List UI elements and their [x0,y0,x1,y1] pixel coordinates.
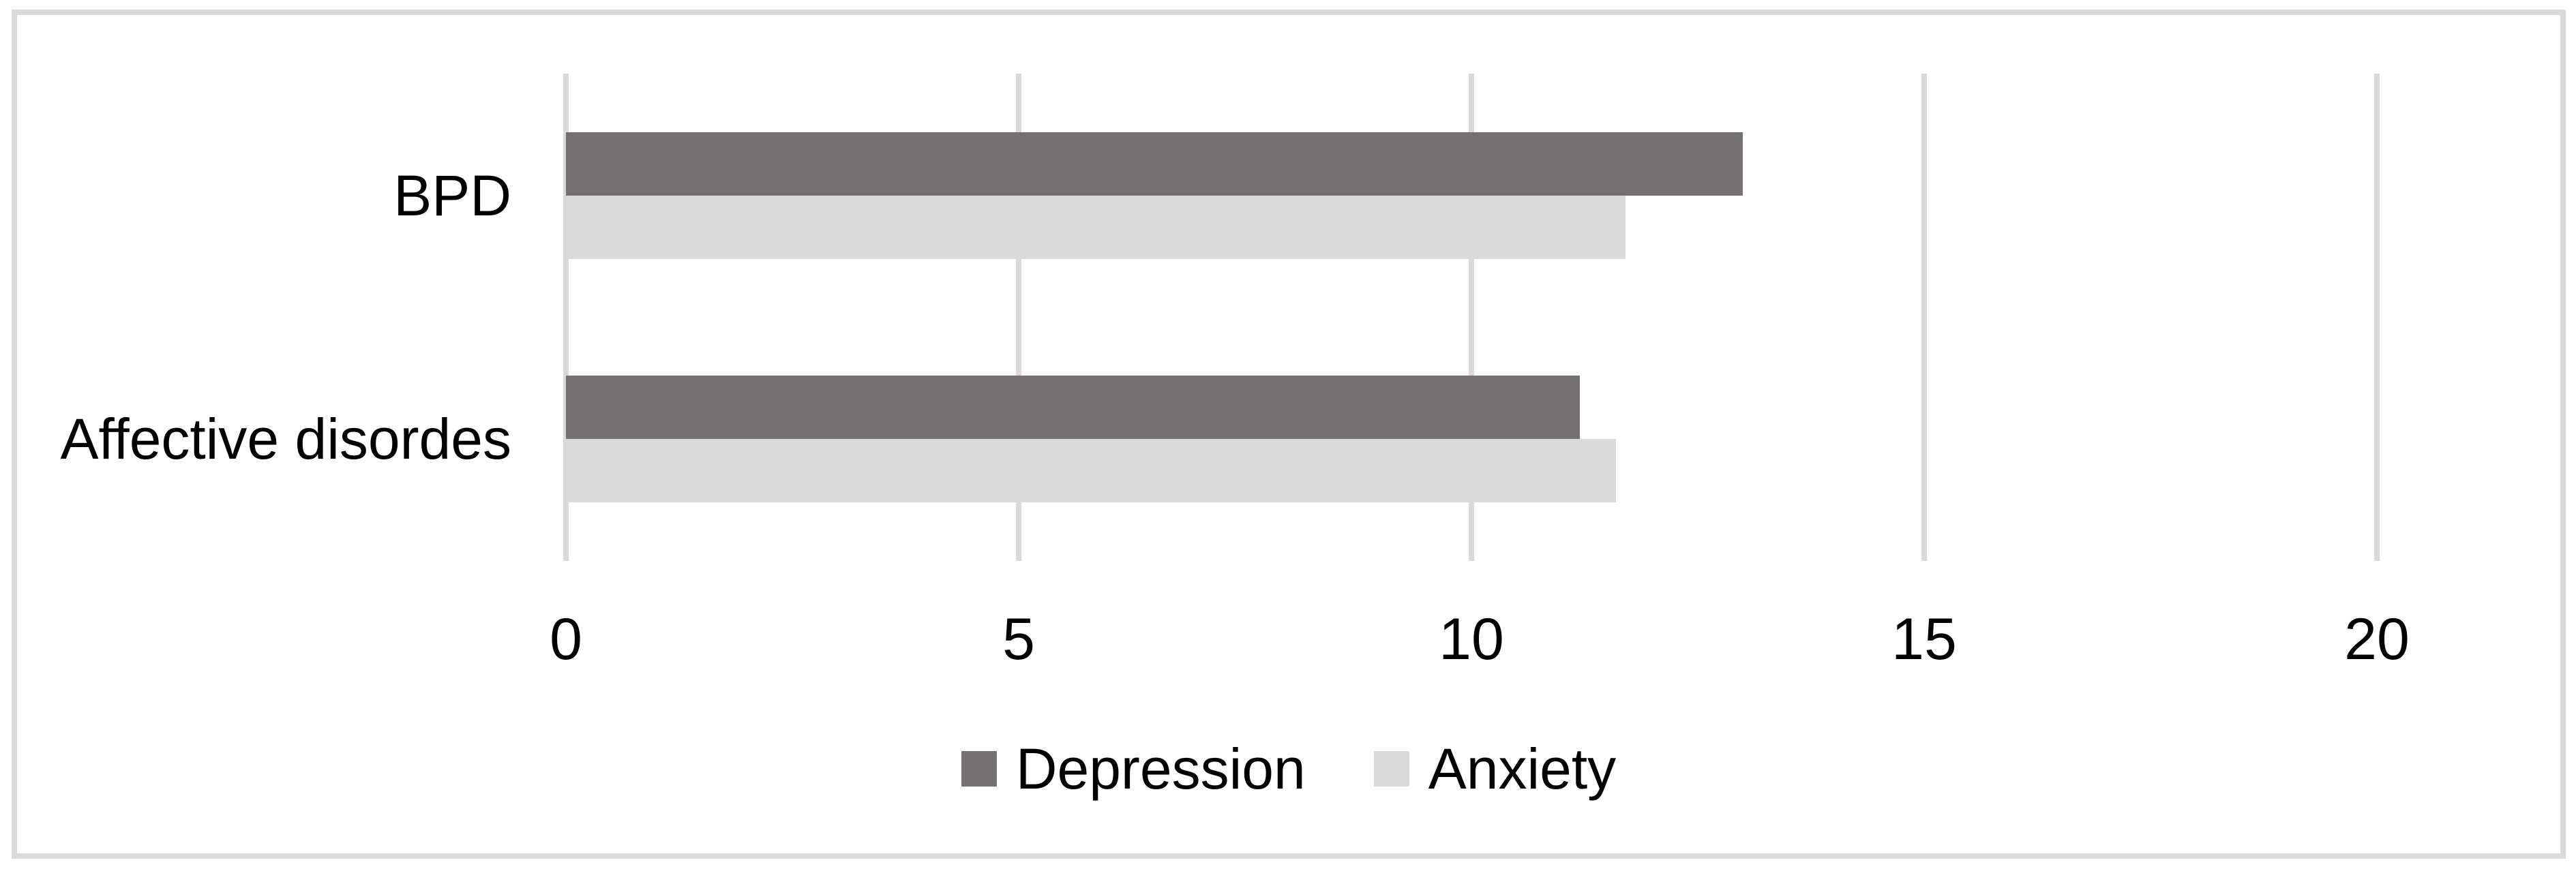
legend-item-anxiety: Anxiety [1373,735,1617,803]
bar-anxiety-bpd [566,196,1626,259]
bar-depression-affective-disordes [566,376,1580,439]
plot-area [563,74,2380,561]
gridline-x-20 [2374,74,2380,561]
category-label-affective-disordes: Affective disordes [60,407,511,471]
legend: Depression Anxiety [12,735,2566,803]
gridline-x-0 [563,74,569,561]
x-tick-label-0: 0 [550,607,582,672]
bar-depression-bpd [566,132,1743,196]
legend-label-depression: Depression [1015,737,1306,801]
x-tick-label-15: 15 [1891,607,1957,672]
legend-label-anxiety: Anxiety [1428,737,1617,801]
gridline-x-15 [1921,74,1927,561]
legend-swatch-anxiety [1373,751,1409,787]
gridline-x-5 [1016,74,1021,561]
gridline-x-10 [1469,74,1474,561]
x-tick-label-10: 10 [1439,607,1504,672]
legend-item-depression: Depression [961,735,1306,803]
x-tick-label-5: 5 [1002,607,1035,672]
x-tick-label-20: 20 [2344,607,2410,672]
bar-anxiety-affective-disordes [566,439,1616,502]
chart-border-frame [12,10,2566,859]
legend-swatch-depression [961,751,997,787]
category-label-bpd: BPD [393,164,511,228]
